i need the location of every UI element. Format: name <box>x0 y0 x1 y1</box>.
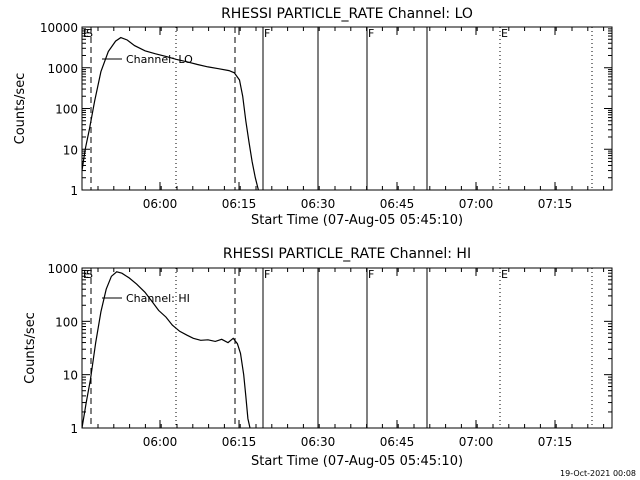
data-series-line <box>82 36 259 190</box>
event-marker-label: E <box>83 268 90 281</box>
x-tick-label: 07:15 <box>538 197 573 211</box>
event-marker-label: E <box>501 268 508 281</box>
plot-frame <box>81 26 613 191</box>
x-tick-label: 07:00 <box>459 435 494 449</box>
x-tick-label: 07:15 <box>538 435 573 449</box>
legend-label: Channel: HI <box>126 292 190 305</box>
x-tick-label: 06:00 <box>143 197 178 211</box>
event-marker-label: S <box>86 27 93 40</box>
x-tick-label: 06:00 <box>143 435 178 449</box>
y-tick-label: 10 <box>63 143 78 157</box>
event-marker-label: E <box>83 27 90 40</box>
x-tick-label: 06:15 <box>222 435 257 449</box>
y-tick-label: 10 <box>63 369 78 383</box>
event-marker-label: S <box>86 268 93 281</box>
legend-label: Channel: LO <box>126 53 193 66</box>
chart-panel-lo: RHESSI PARTICLE_RATE Channel: LO Start Ti… <box>13 6 613 228</box>
y-tick-label: 1 <box>70 184 78 198</box>
event-marker-label: F <box>368 27 374 40</box>
data-series-line <box>82 271 251 428</box>
event-marker-label: E <box>501 27 508 40</box>
event-marker-label: F <box>368 268 374 281</box>
x-tick-label: 06:30 <box>301 197 336 211</box>
footer-timestamp: 19-Oct-2021 00:08 <box>560 469 636 478</box>
x-tick-label: 06:15 <box>222 197 257 211</box>
x-axis-label: Start Time (07-Aug-05 05:45:10) <box>251 213 463 228</box>
event-marker-label: F <box>264 268 270 281</box>
chart-title: RHESSI PARTICLE_RATE Channel: HI <box>223 246 471 262</box>
chart-panel-hi: RHESSI PARTICLE_RATE Channel: HI Start Ti… <box>23 246 613 469</box>
event-marker-label: F <box>264 27 270 40</box>
x-axis-label: Start Time (07-Aug-05 05:45:10) <box>251 454 463 469</box>
y-axis-label: Counts/sec <box>23 312 38 384</box>
x-tick-label: 07:00 <box>459 197 494 211</box>
x-tick-label: 06:45 <box>380 435 415 449</box>
y-tick-label: 100 <box>55 103 78 117</box>
chart-title: RHESSI PARTICLE_RATE Channel: LO <box>221 6 473 22</box>
y-tick-label: 1 <box>70 422 78 436</box>
y-axis-label: Counts/sec <box>13 73 28 145</box>
x-tick-label: 06:45 <box>380 197 415 211</box>
y-tick-label: 10000 <box>40 21 78 35</box>
x-tick-label: 06:30 <box>301 435 336 449</box>
y-tick-label: 1000 <box>47 62 78 76</box>
y-tick-label: 100 <box>55 315 78 329</box>
y-tick-label: 1000 <box>47 262 78 276</box>
